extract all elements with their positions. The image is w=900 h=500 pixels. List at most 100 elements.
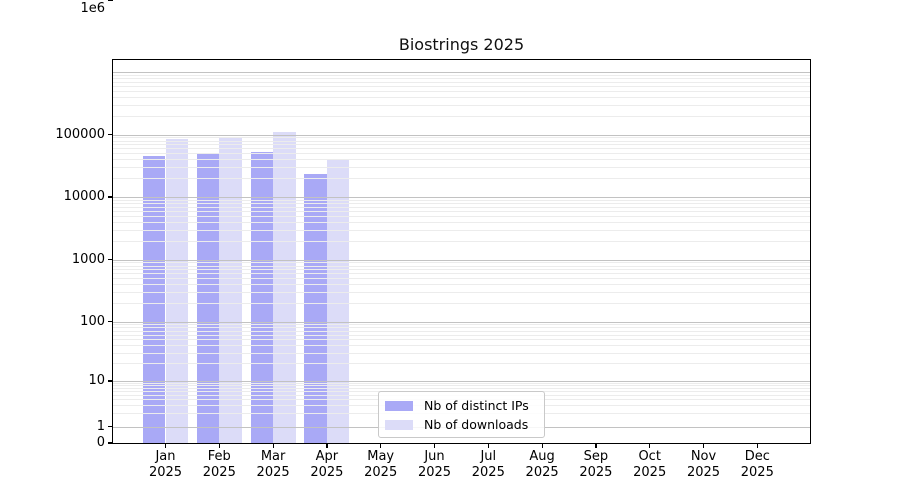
minor-gridline [113, 278, 810, 280]
legend-row: Nb of downloads [385, 415, 538, 434]
y-axis-tick [108, 258, 113, 261]
major-gridline [113, 134, 810, 136]
minor-gridline [113, 159, 810, 161]
plot-area [113, 60, 810, 443]
x-axis-tick [702, 443, 705, 448]
x-axis-tick [649, 443, 651, 448]
minor-gridline [113, 240, 810, 242]
minor-gridline [113, 327, 810, 329]
x-axis-tick [541, 443, 543, 448]
x-tick-label: Oct 2025 [633, 449, 667, 480]
x-tick-label: Jun 2025 [417, 449, 452, 480]
legend-swatch-downloads [385, 419, 413, 430]
minor-gridline [113, 352, 810, 354]
minor-gridline [113, 167, 810, 169]
major-gridline [113, 197, 810, 198]
x-tick-label: May 2025 [364, 449, 398, 480]
minor-gridline [113, 385, 810, 387]
minor-gridline [113, 96, 810, 98]
legend-swatch-distinct-ips [385, 400, 413, 411]
y-axis-tick [108, 0, 113, 2]
x-tick-label: Jan 2025 [148, 449, 183, 480]
minor-gridline [113, 104, 810, 106]
x-tick-label: Feb 2025 [202, 449, 236, 480]
y-tick-label: 10 [88, 373, 105, 388]
legend: Nb of distinct IPs Nb of downloads [378, 391, 545, 438]
x-axis-tick [218, 443, 220, 448]
minor-gridline [113, 269, 810, 271]
major-gridline [113, 259, 810, 261]
minor-gridline [113, 74, 810, 76]
legend-label: Nb of downloads [424, 417, 529, 432]
bar-apr-distinct-ips [304, 173, 327, 443]
y-tick-label: 100 [80, 313, 105, 329]
minor-gridline [113, 215, 810, 217]
x-axis-tick [164, 443, 167, 448]
x-axis-tick [595, 443, 597, 448]
minor-gridline [113, 210, 810, 212]
y-tick-label: 1 [96, 418, 105, 434]
y-tick-label: 1e6 [80, 1, 105, 16]
x-axis-tick [380, 443, 382, 448]
x-tick-label: Jul 2025 [471, 449, 505, 480]
legend-row: Nb of distinct IPs [385, 396, 538, 415]
minor-gridline [113, 345, 810, 347]
minor-gridline [113, 229, 810, 231]
x-axis-tick [756, 443, 758, 448]
minor-gridline [113, 284, 810, 286]
bar-feb-downloads [219, 137, 242, 443]
minor-gridline [113, 334, 810, 336]
x-axis-tick [272, 443, 274, 448]
x-axis-tick [433, 443, 436, 448]
minor-gridline [113, 302, 810, 304]
minor-gridline [113, 144, 810, 146]
minor-gridline [113, 178, 810, 180]
minor-gridline [113, 273, 810, 275]
y-axis-tick [108, 320, 113, 323]
minor-gridline [113, 148, 810, 150]
minor-gridline [113, 199, 810, 201]
minor-gridline [113, 85, 810, 87]
bar-mar-downloads [273, 131, 296, 443]
minor-gridline [113, 203, 810, 205]
minor-gridline [113, 324, 810, 326]
x-axis-tick [487, 443, 489, 448]
minor-gridline [113, 206, 810, 208]
x-tick-label: Aug 2025 [525, 449, 559, 480]
minor-gridline [113, 81, 810, 83]
minor-gridline [113, 262, 810, 264]
y-axis-tick [108, 380, 113, 382]
minor-gridline [113, 265, 810, 267]
bar-feb-distinct-ips [196, 154, 220, 443]
y-tick-label: 1000 [71, 251, 105, 267]
chart-title: Biostrings 2025 [398, 35, 525, 54]
minor-gridline [113, 330, 810, 332]
minor-gridline [113, 291, 810, 293]
minor-gridline [113, 363, 810, 365]
minor-gridline [113, 78, 810, 80]
minor-gridline [113, 339, 810, 341]
minor-gridline [113, 140, 810, 142]
x-axis-tick [326, 443, 328, 448]
y-axis-tick [108, 133, 113, 136]
x-tick-label: Apr 2025 [310, 449, 344, 480]
minor-gridline [113, 221, 810, 223]
minor-gridline [113, 115, 810, 117]
minor-gridline [113, 153, 810, 155]
y-tick-label: 100000 [55, 126, 105, 142]
major-gridline [113, 321, 810, 323]
y-tick-label: 0 [96, 435, 105, 450]
x-tick-label: Dec 2025 [740, 449, 774, 480]
x-tick-label: Nov 2025 [686, 449, 721, 480]
y-axis-tick [108, 442, 113, 444]
legend-label: Nb of distinct IPs [424, 398, 529, 413]
major-gridline [113, 381, 810, 382]
minor-gridline [113, 90, 810, 92]
minor-gridline [113, 388, 810, 390]
minor-gridline [113, 383, 810, 385]
x-tick-label: Mar 2025 [256, 449, 290, 480]
minor-gridline [113, 137, 810, 139]
y-axis-tick [108, 425, 113, 428]
bar-jan-downloads [165, 139, 189, 443]
